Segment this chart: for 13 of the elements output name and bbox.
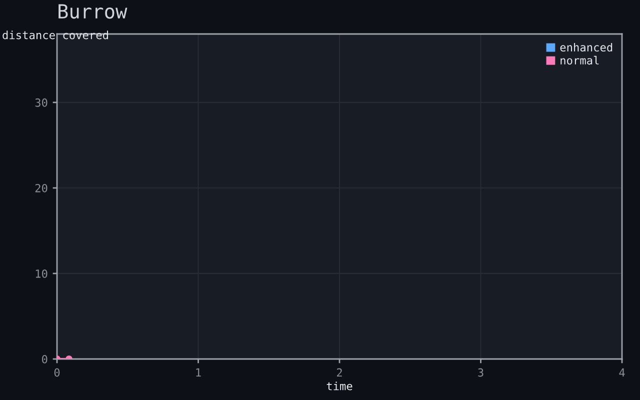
y-tick-label: 30 [35, 98, 48, 107]
y-tick-label: 20 [35, 184, 48, 192]
chart-title: Burrow [58, 4, 128, 19]
x-axis-title: time [326, 382, 352, 390]
x-tick-label: 0 [54, 368, 60, 377]
x-tick-label: 2 [336, 368, 342, 377]
x-tick-label: 1 [196, 368, 201, 377]
y-tick-label: 10 [36, 269, 48, 278]
x-tick-label: 3 [478, 368, 484, 377]
x-tick-label: 4 [619, 368, 625, 377]
legend-label: enhanced [560, 42, 612, 52]
legend-label: normal [560, 56, 599, 65]
y-tick-label: 0 [42, 355, 48, 364]
